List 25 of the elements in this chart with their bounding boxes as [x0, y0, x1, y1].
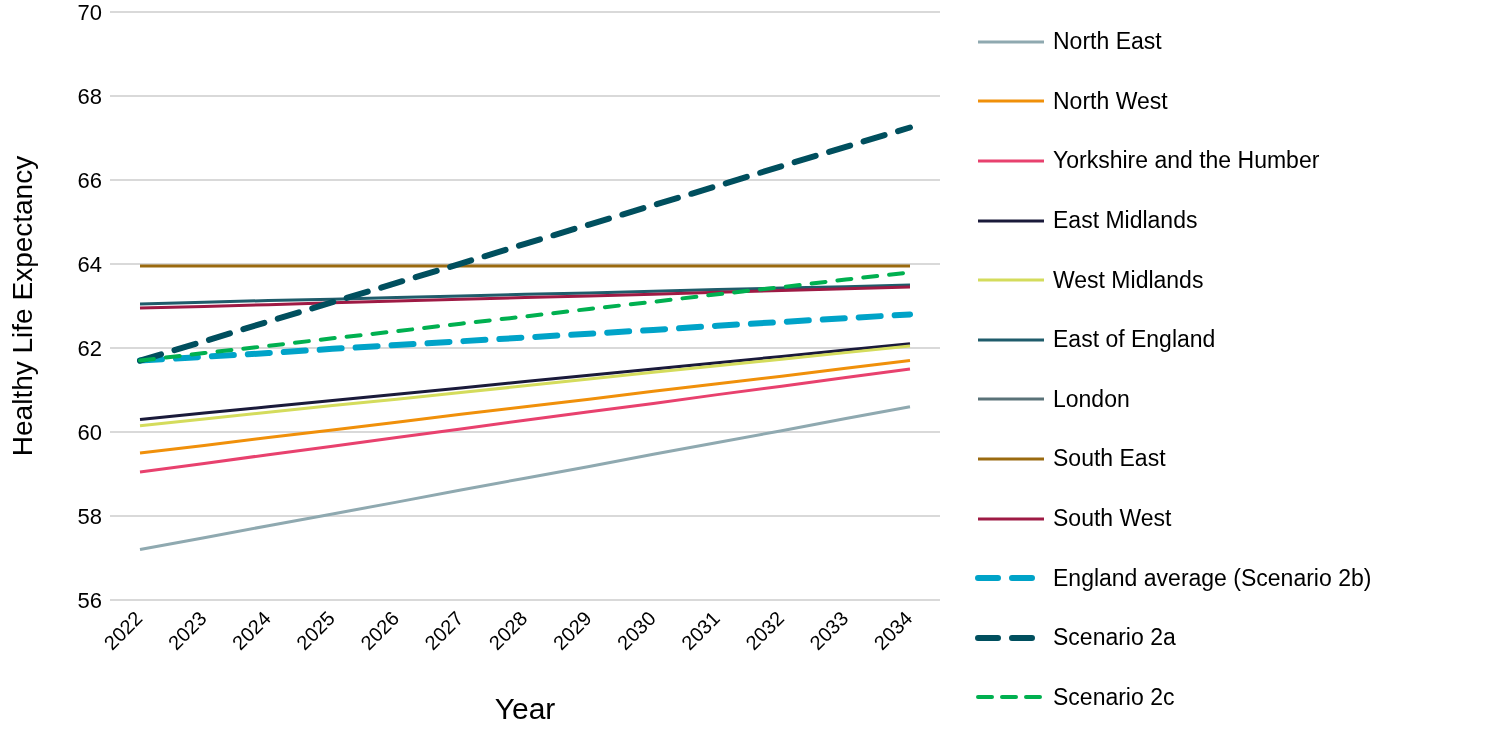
- y-tick-label: 68: [77, 83, 102, 109]
- legend-label: South East: [1053, 445, 1166, 473]
- x-axis-title: Year: [494, 692, 556, 725]
- legend-label: North East: [1053, 28, 1162, 56]
- legend-label: Scenario 2a: [1053, 624, 1176, 652]
- legend-label: West Midlands: [1053, 266, 1204, 294]
- y-tick-label: 66: [77, 167, 102, 193]
- y-tick-label: 64: [77, 251, 102, 277]
- line-series: [138, 359, 912, 455]
- legend-label: Scenario 2c: [1053, 683, 1175, 711]
- legend-label: East of England: [1053, 326, 1216, 354]
- line-series: [138, 405, 912, 552]
- y-tick-label: 56: [77, 587, 102, 613]
- line-series: [138, 367, 912, 474]
- legend-label: London: [1053, 385, 1130, 413]
- legend-label: England average (Scenario 2b): [1053, 564, 1372, 592]
- legend-label: Yorkshire and the Humber: [1053, 147, 1320, 175]
- legend-label: South West: [1053, 505, 1172, 533]
- y-tick-label: 58: [77, 503, 102, 529]
- y-tick-label: 70: [77, 0, 102, 25]
- y-tick-label: 62: [77, 335, 102, 361]
- legend-label: East Midlands: [1053, 207, 1198, 235]
- legend-label: North West: [1053, 87, 1168, 115]
- y-axis-title: Healthy Life Expectancy: [6, 155, 38, 457]
- y-tick-label: 60: [77, 419, 102, 445]
